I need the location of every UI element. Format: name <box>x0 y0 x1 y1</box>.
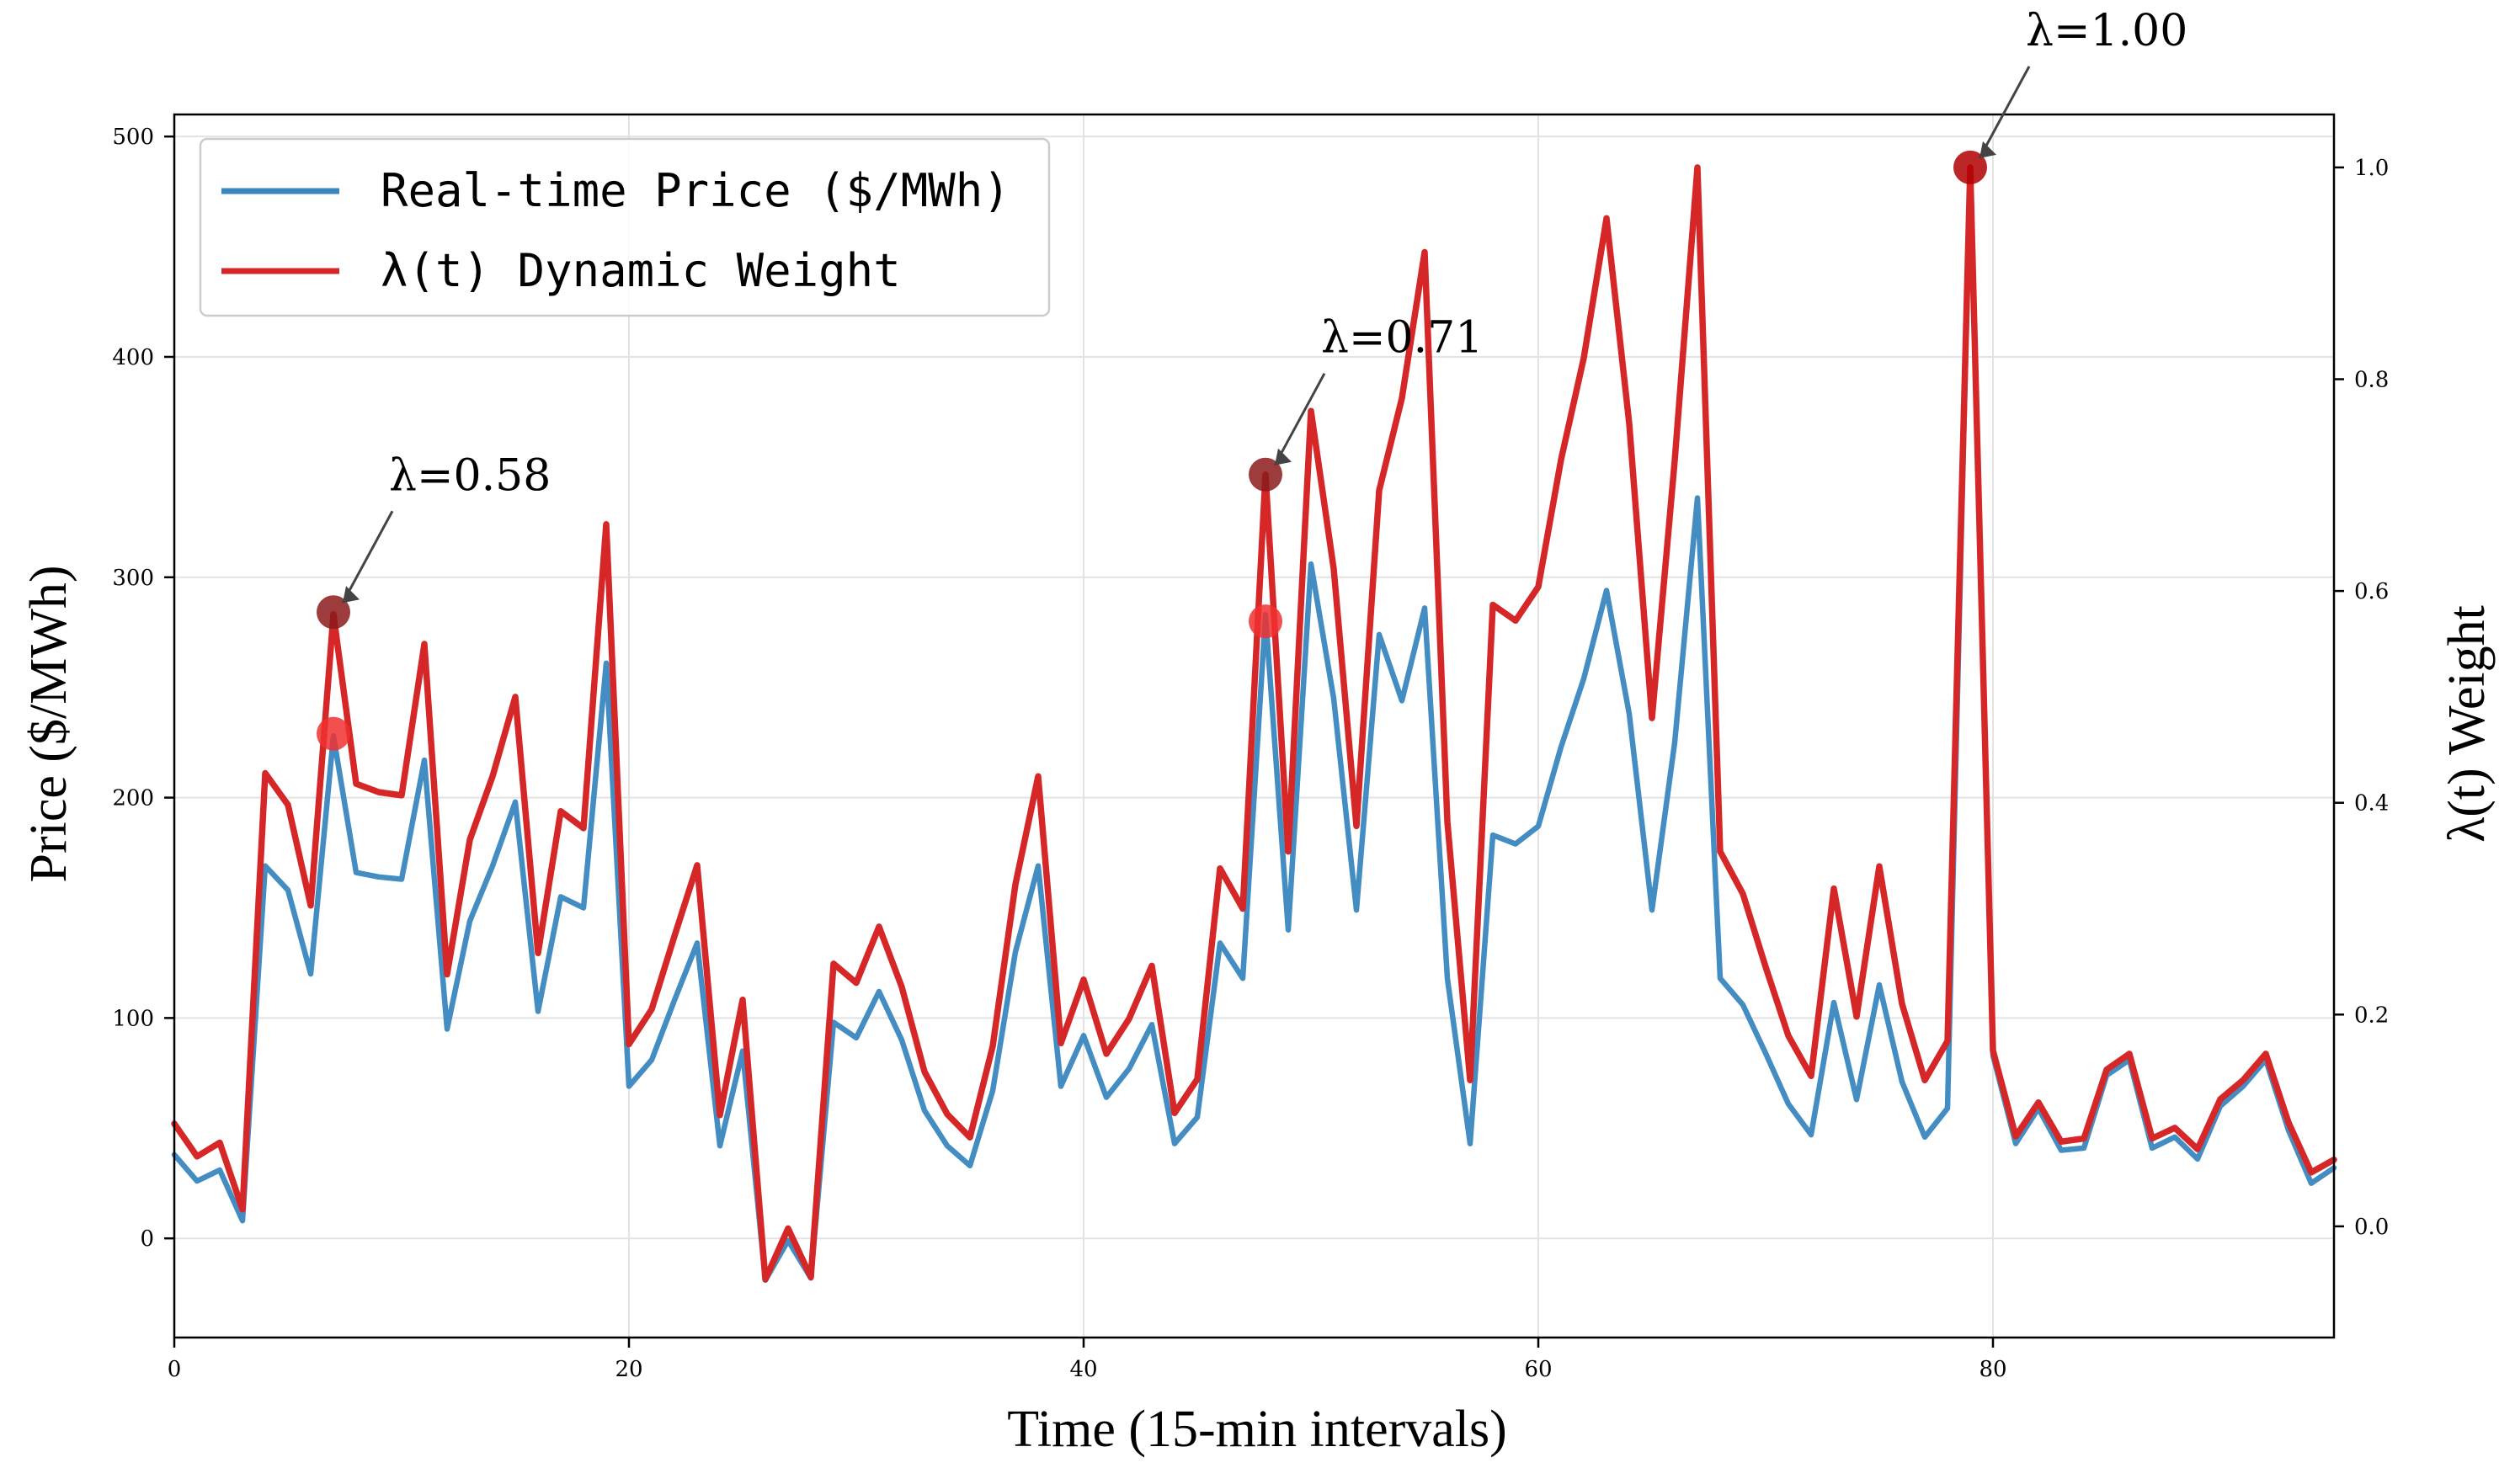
lambda-annotation: λ=0.71 <box>1321 313 1483 364</box>
x-axis-title: Time (15-min intervals) <box>1007 1401 1507 1458</box>
annotation-arrow <box>341 510 394 604</box>
right-y-tick-label: 0.6 <box>2354 579 2389 604</box>
x-tick-label: 40 <box>1069 1357 1097 1382</box>
right-y-tick-label: 0.2 <box>2354 1003 2389 1028</box>
left-y-tick-label: 400 <box>112 345 154 370</box>
right-y-tick-label: 1.0 <box>2354 156 2389 181</box>
left-y-tick-label: 0 <box>140 1226 154 1252</box>
left-y-axis-title: Price ($/MWh) <box>20 565 77 882</box>
highlight-marker <box>317 595 350 630</box>
lambda-annotation: λ=0.58 <box>389 450 551 501</box>
highlight-marker <box>317 716 350 751</box>
left-y-tick-label: 100 <box>112 1006 154 1031</box>
left-y-tick-label: 500 <box>112 125 154 150</box>
left-y-tick-label: 200 <box>112 786 154 811</box>
right-y-tick-label: 0.8 <box>2354 368 2389 393</box>
annotation-arrow <box>1978 66 2031 159</box>
marker-layer <box>317 150 1987 751</box>
highlight-marker <box>1249 604 1282 639</box>
annotation-arrowhead <box>343 586 360 604</box>
right-y-axis-title: λ(t) Weight <box>2438 605 2496 843</box>
x-tick-label: 60 <box>1524 1357 1552 1382</box>
legend: Real-time Price ($/MWh) λ(t) Dynamic Wei… <box>199 137 1051 317</box>
lambda-annotation: λ=1.00 <box>2026 6 2187 56</box>
annotation-arrowhead <box>1275 448 1292 465</box>
right-y-tick-label: 0.4 <box>2354 791 2389 816</box>
highlight-marker <box>1249 457 1282 492</box>
x-tick-label: 0 <box>168 1357 182 1382</box>
annotation-arrowhead <box>1979 141 1996 158</box>
x-tick-label: 80 <box>1979 1357 2006 1382</box>
axes: 0 20 40 60 80 0 100 200 300 400 500 0.0 0.2 0.4 0.6 0.8… <box>112 125 2389 1382</box>
right-y-tick-label: 0.0 <box>2354 1215 2389 1240</box>
legend-label-price: Real-time Price ($/MWh) <box>381 164 1010 217</box>
highlight-marker <box>1953 150 1987 184</box>
annotation-arrow <box>1273 373 1326 466</box>
x-tick-label: 20 <box>615 1357 642 1382</box>
legend-box <box>199 137 1051 317</box>
plot-frame <box>173 113 2336 1339</box>
annotations: λ=0.58 λ=0.71 λ=1.00 <box>341 6 2187 604</box>
legend-label-lambda: λ(t) Dynamic Weight <box>381 244 901 297</box>
series-layer <box>171 164 2337 1284</box>
lambda-series-line <box>171 164 2337 1283</box>
left-y-tick-label: 300 <box>112 566 154 591</box>
